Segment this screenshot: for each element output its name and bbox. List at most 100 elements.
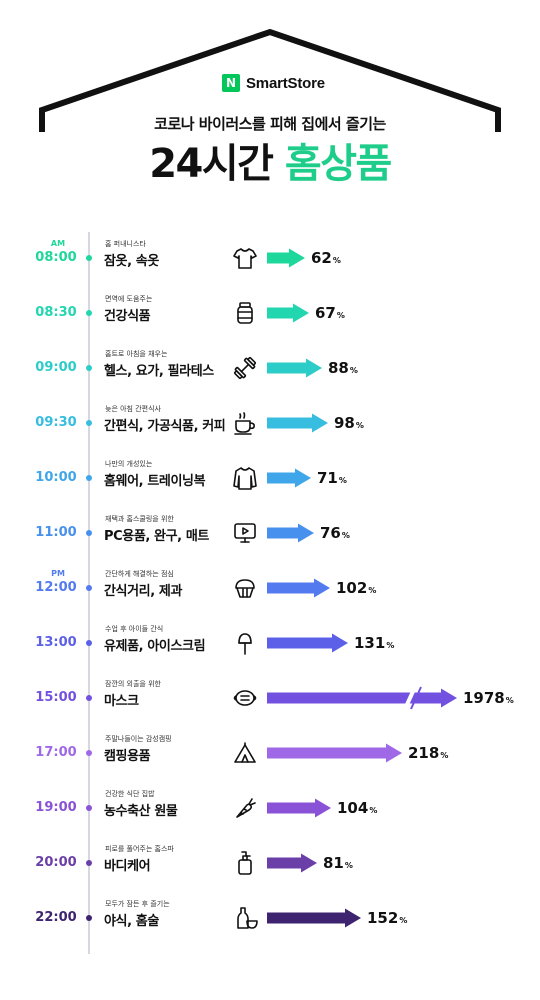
value-number: 81 bbox=[323, 854, 344, 872]
value-label: 131% bbox=[354, 634, 394, 652]
bar-arrow bbox=[267, 413, 328, 433]
time-label: 11:00 bbox=[35, 525, 77, 540]
title-green-part: 홈상품 bbox=[284, 141, 392, 187]
category-label: 마스크 bbox=[104, 694, 139, 709]
value-number: 102 bbox=[336, 579, 368, 597]
timeline-dot bbox=[86, 805, 92, 811]
bar-arrow-shape bbox=[267, 633, 348, 653]
value-label: 152% bbox=[367, 909, 407, 927]
value-number: 88 bbox=[328, 359, 349, 377]
timeline-dot bbox=[86, 860, 92, 866]
value-label: 67% bbox=[315, 304, 345, 322]
item-description: 주말나들이는 감성캠핑 bbox=[105, 735, 172, 743]
bar-arrow bbox=[267, 798, 331, 818]
category-label: 유제품, 아이스크림 bbox=[104, 639, 206, 654]
timeline-row: 10:00 나만의 개성있는 홈웨어, 트레이닝복 71% bbox=[0, 453, 540, 503]
value-unit: % bbox=[505, 696, 514, 705]
item-description: 건강한 식단 집밥 bbox=[105, 790, 155, 798]
supplement-jar-icon bbox=[237, 302, 253, 324]
timeline-row: 22:00 모두가 잠든 후 즐기는 야식, 홈술 152% bbox=[0, 893, 540, 943]
timeline-row: 15:00 잠깐의 외출을 위한 마스크 1978% bbox=[0, 673, 540, 723]
value-label: 71% bbox=[317, 469, 347, 487]
time-label: 09:30 bbox=[35, 415, 77, 430]
time-label: 08:30 bbox=[35, 305, 77, 320]
bar-arrow-shape bbox=[267, 853, 317, 873]
item-description: 늦은 아침 간편식사 bbox=[105, 405, 161, 413]
value-unit: % bbox=[369, 806, 378, 815]
naver-n-icon: N bbox=[222, 74, 240, 92]
bar-arrow bbox=[267, 853, 317, 873]
value-unit: % bbox=[336, 311, 345, 320]
value-number: 131 bbox=[354, 634, 386, 652]
carrot-icon bbox=[236, 798, 256, 818]
bar-arrow bbox=[267, 468, 311, 488]
timeline-row: 09:30 늦은 아침 간편식사 간편식, 가공식품, 커피 98% bbox=[0, 398, 540, 448]
timeline-row: PM 12:00 간단하게 해결하는 점심 간식거리, 제과 102% bbox=[0, 563, 540, 613]
time-label: 17:00 bbox=[35, 745, 77, 760]
ampm-label: AM bbox=[50, 239, 66, 248]
category-label: PC용품, 완구, 매트 bbox=[104, 529, 209, 544]
value-unit: % bbox=[386, 641, 395, 650]
face-mask-icon bbox=[233, 690, 257, 706]
category-label: 건강식품 bbox=[104, 309, 151, 324]
timeline-dot bbox=[86, 365, 92, 371]
monitor-play-icon bbox=[234, 523, 256, 543]
cupcake-icon bbox=[235, 579, 255, 598]
bar-arrow bbox=[267, 743, 402, 763]
value-label: 104% bbox=[337, 799, 377, 817]
bar-arrow-shape bbox=[267, 523, 314, 543]
item-description: 홈트로 아침을 채우는 bbox=[105, 350, 168, 358]
page-subtitle: 코로나 바이러스를 피해 집에서 즐기는 bbox=[154, 115, 386, 133]
bar-arrow-shape bbox=[267, 358, 322, 378]
category-label: 홈웨어, 트레이닝복 bbox=[104, 474, 206, 489]
title-black-part: 24시간 bbox=[149, 141, 274, 187]
value-number: 62 bbox=[311, 249, 332, 267]
item-description: 면역에 도움주는 bbox=[105, 295, 153, 303]
bar-arrow-shape bbox=[267, 743, 402, 763]
timeline-dot bbox=[86, 420, 92, 426]
bar-arrow-shape bbox=[267, 578, 330, 598]
value-label: 98% bbox=[334, 414, 364, 432]
timeline-dot bbox=[86, 640, 92, 646]
bar-arrow-shape bbox=[267, 798, 331, 818]
item-description: 피로를 풀어주는 홈스파 bbox=[105, 845, 174, 853]
time-label: 22:00 bbox=[35, 910, 77, 925]
timeline-dot bbox=[86, 585, 92, 591]
time-label: 20:00 bbox=[35, 855, 77, 870]
timeline-dot bbox=[86, 695, 92, 701]
timeline-line bbox=[88, 232, 90, 954]
value-label: 218% bbox=[408, 744, 448, 762]
bar-arrow bbox=[267, 303, 309, 323]
category-label: 헬스, 요가, 필라테스 bbox=[104, 364, 214, 379]
bar-arrow-shape bbox=[267, 468, 311, 488]
value-label: 62% bbox=[311, 249, 341, 267]
category-label: 캠핑용품 bbox=[104, 749, 151, 764]
value-number: 104 bbox=[337, 799, 369, 817]
value-label: 102% bbox=[336, 579, 376, 597]
bar-arrow-shape bbox=[267, 413, 328, 433]
house-roof-outline bbox=[39, 28, 501, 132]
time-label: 10:00 bbox=[35, 470, 77, 485]
page-title: 24시간 홈상품 bbox=[0, 140, 540, 188]
category-label: 야식, 홈술 bbox=[104, 914, 159, 929]
value-label: 81% bbox=[323, 854, 353, 872]
ice-cream-icon bbox=[238, 633, 252, 655]
timeline-dot bbox=[86, 750, 92, 756]
sweatshirt-icon bbox=[233, 467, 257, 490]
smartstore-logo: N SmartStore bbox=[222, 72, 325, 94]
item-description: 간단하게 해결하는 점심 bbox=[105, 570, 174, 578]
value-number: 98 bbox=[334, 414, 355, 432]
value-unit: % bbox=[341, 531, 350, 540]
bar-arrow bbox=[267, 248, 305, 268]
time-label: 09:00 bbox=[35, 360, 77, 375]
pump-bottle-icon bbox=[238, 851, 252, 875]
bar-arrow-shape bbox=[267, 303, 309, 323]
timeline-row: 11:00 재택과 홈스쿨링을 위한 PC용품, 완구, 매트 76% bbox=[0, 508, 540, 558]
item-description: 재택과 홈스쿨링을 위한 bbox=[105, 515, 174, 523]
timeline-row: AM 08:00 홈 퍼내니스타 잠옷, 속옷 62% bbox=[0, 233, 540, 283]
value-number: 152 bbox=[367, 909, 399, 927]
category-label: 바디케어 bbox=[104, 859, 151, 874]
dumbbell-icon bbox=[234, 357, 256, 379]
value-unit: % bbox=[338, 476, 347, 485]
